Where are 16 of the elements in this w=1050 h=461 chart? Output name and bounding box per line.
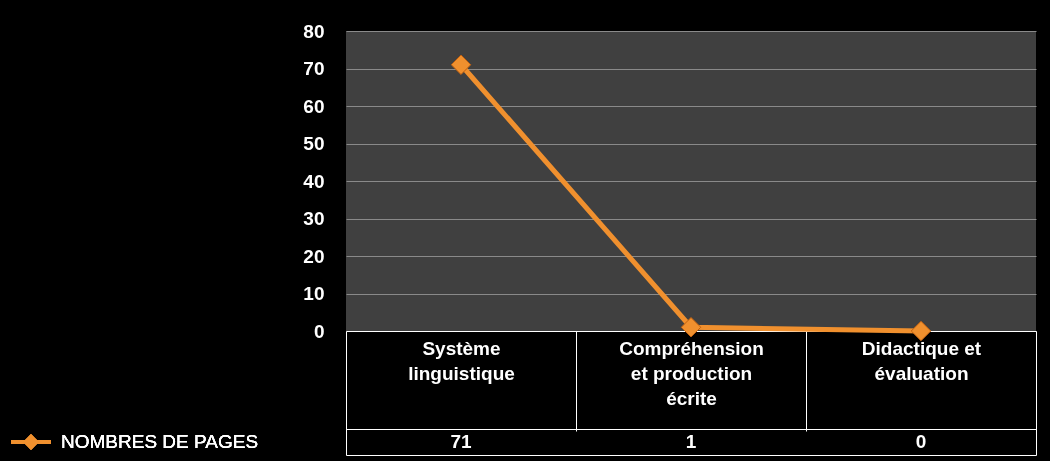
y-tick-label: 30 bbox=[303, 208, 325, 229]
data-label: 1 bbox=[685, 431, 697, 452]
x-tick-label: Système linguistique bbox=[408, 337, 515, 384]
y-tick-label: 80 bbox=[303, 20, 325, 42]
data-label: 71 bbox=[450, 431, 472, 452]
legend-label: NOMBRES DE PAGES bbox=[61, 431, 259, 452]
y-tick-label: 70 bbox=[303, 58, 325, 79]
y-tick-label: 10 bbox=[303, 283, 325, 304]
y-tick-label: 0 bbox=[313, 320, 325, 342]
y-tick-label: 40 bbox=[303, 170, 325, 192]
x-tick-label: Didactique et évaluation bbox=[861, 337, 982, 384]
y-tick-label: 20 bbox=[303, 245, 325, 267]
data-label: 0 bbox=[915, 431, 927, 452]
y-tick-label: 60 bbox=[303, 95, 325, 117]
x-tick-label: Compréhension et production écrite bbox=[619, 337, 764, 409]
y-tick-label: 50 bbox=[303, 133, 325, 154]
